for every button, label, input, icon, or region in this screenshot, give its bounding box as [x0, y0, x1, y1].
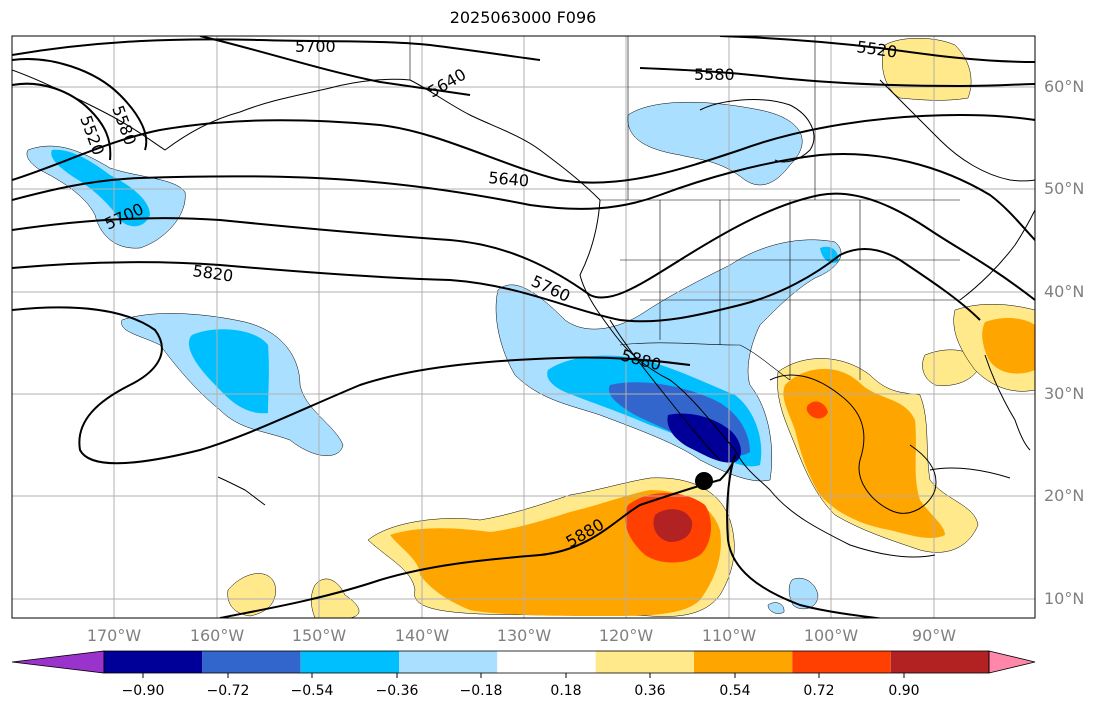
coast-hawaii: [217, 476, 266, 506]
colorbar-tick-label: −0.36: [375, 683, 419, 699]
lon-label: 130°W: [496, 626, 552, 645]
contour-5700-mid: [12, 153, 1035, 241]
colorbar-segment: [202, 651, 301, 673]
contour-5820: [12, 248, 981, 323]
colorbar-segment: [792, 651, 891, 673]
lat-label: 20°N: [1044, 486, 1085, 505]
colorbar-tick-label: 0.72: [803, 683, 835, 699]
colorbar-tick-label: 0.90: [888, 683, 920, 699]
colorbar-frame: [103, 650, 990, 674]
colorbar-segment: [399, 651, 498, 673]
coast-florida: [984, 354, 1031, 451]
contour-label: 5700: [295, 37, 336, 56]
colorbar-tick-label: −0.54: [290, 683, 334, 699]
lat-label: 40°N: [1044, 282, 1085, 301]
lon-label: 110°W: [701, 626, 757, 645]
shade-yellow-se-us: [922, 349, 981, 386]
contour-5520-ne: [719, 36, 1035, 63]
shade-yellow-small-2: [311, 578, 360, 618]
colorbar-segment: [104, 651, 203, 673]
contour-label: 5640: [488, 168, 530, 190]
colorbar-tick-label: −0.18: [459, 683, 503, 699]
shade-orange-east: [982, 318, 1035, 374]
coastlines: [12, 69, 1035, 558]
height-contours: [12, 36, 1035, 618]
contour-5640-north: [199, 36, 471, 96]
lon-label: 170°W: [86, 626, 142, 645]
map-frame: [11, 35, 1036, 619]
colorbar-tick-label: −0.90: [121, 683, 165, 699]
shade-mid-blue-aleutians: [51, 149, 150, 227]
lon-label: 120°W: [598, 626, 654, 645]
colorbar-segment: [890, 651, 989, 673]
lat-label: 10°N: [1044, 589, 1085, 608]
contour-5760-mid: [12, 192, 1035, 301]
contour-5700-north: [12, 38, 541, 61]
coast-cuba: [929, 467, 1011, 479]
map-title: 2025063000 F096: [449, 8, 597, 27]
coast-labrador: [879, 79, 1035, 182]
colorbar-tick-label: 0.54: [719, 683, 751, 699]
shade-light-blue-tiny: [767, 602, 785, 614]
contour-5880-west: [12, 306, 691, 465]
lon-label: 160°W: [189, 626, 245, 645]
lon-label: 150°W: [291, 626, 347, 645]
colorbar-min-extension: [11, 650, 105, 674]
shade-mid-blue-pacific: [188, 329, 269, 414]
contour-label: 5580: [694, 65, 735, 84]
lon-label: 100°W: [803, 626, 859, 645]
colorbar-segment: [497, 651, 596, 673]
coast-west-na: [579, 199, 936, 558]
colorbar-segment: [300, 651, 399, 673]
colorbar-tick-label: −0.72: [206, 683, 250, 699]
contour-5580-ne: [639, 67, 1035, 88]
lon-label: 90°W: [911, 626, 957, 645]
shade-light-blue-small: [788, 577, 819, 610]
lat-label: 60°N: [1044, 77, 1085, 96]
contour-5520-west: [12, 82, 112, 161]
shade-red-orange-mexico: [806, 401, 828, 419]
coast-east: [959, 209, 1035, 301]
shade-yellow-small-1: [227, 573, 276, 617]
lon-label: 140°W: [394, 626, 450, 645]
coast-baja: [609, 319, 721, 461]
coast-gulf: [769, 374, 937, 514]
colorbar-segment: [694, 651, 793, 673]
coast-alaska: [12, 69, 601, 201]
colorbar-max-extension: [988, 650, 1036, 674]
colorbar-segment: [595, 651, 694, 673]
anomaly-shading: [26, 38, 1035, 618]
coast-hudson: [699, 99, 815, 163]
shade-firebrick-tropics: [653, 509, 693, 542]
lat-label: 50°N: [1044, 179, 1085, 198]
contour-5640-mid: [12, 113, 1035, 184]
shade-navy-baja: [667, 413, 742, 463]
colorbar-tick-label: 0.18: [550, 683, 582, 699]
colorbar-tick-label: 0.36: [634, 683, 666, 699]
contour-5880-south: [219, 454, 885, 618]
storm-position-marker: [695, 472, 713, 490]
lat-label: 30°N: [1044, 384, 1085, 403]
political-borders: [409, 36, 960, 381]
colorbar: [11, 650, 1036, 678]
